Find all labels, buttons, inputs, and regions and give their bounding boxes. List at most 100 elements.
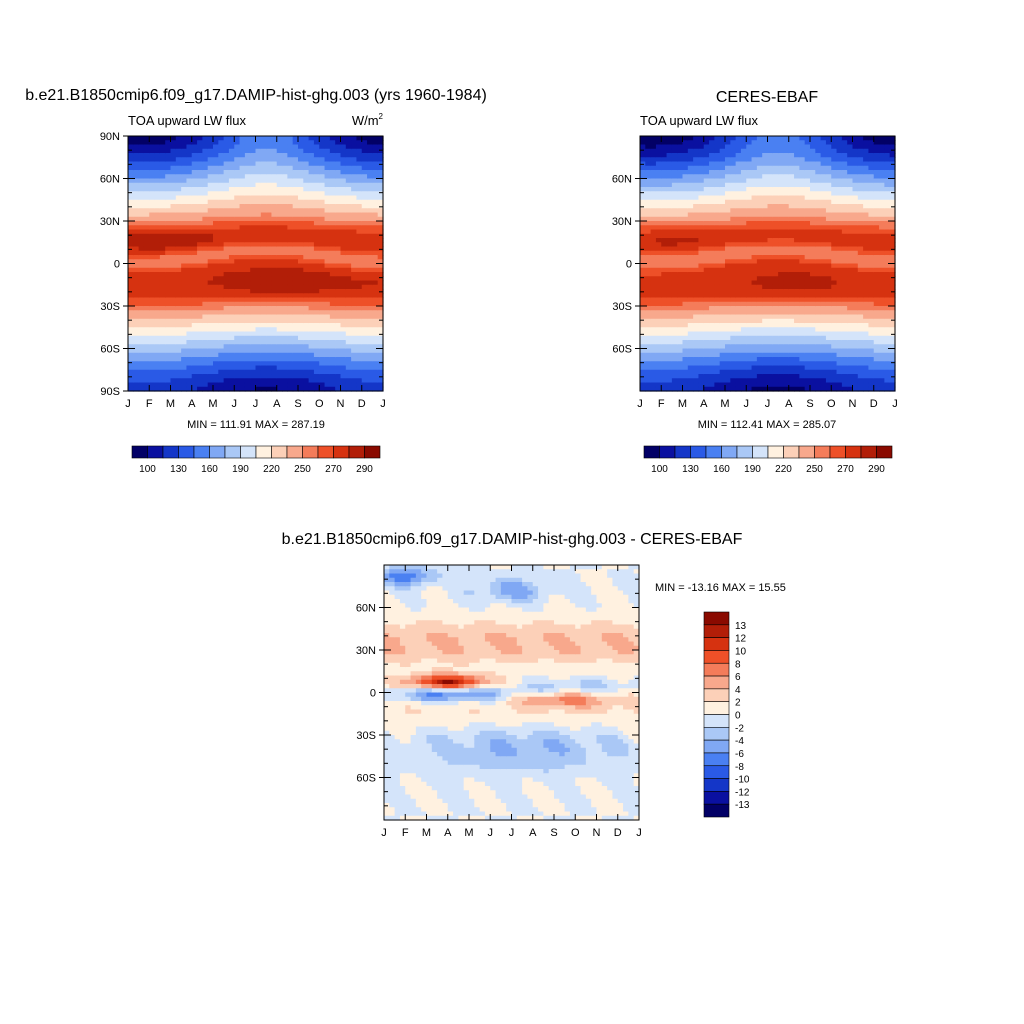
obs-field-cell	[783, 289, 790, 294]
obs-field-cell	[751, 386, 758, 392]
model-field-cell	[292, 357, 299, 362]
obs-field-cell	[778, 306, 785, 311]
model-field-cell	[149, 272, 156, 277]
obs-field-cell	[783, 178, 790, 184]
model-field-cell	[292, 174, 299, 180]
model-field-cell	[372, 386, 379, 392]
model-field-cell	[213, 361, 219, 367]
model-field-cell	[133, 182, 140, 188]
obs-field-cell	[703, 280, 710, 286]
model-field-cell	[250, 378, 257, 384]
obs-field-cell	[666, 314, 673, 320]
model-field-cell	[340, 352, 347, 358]
model-field-cell	[133, 297, 140, 303]
obs-field-cell	[693, 335, 700, 341]
model-field-cell	[282, 357, 288, 362]
model-field-cell	[234, 306, 241, 311]
obs-field-cell	[751, 178, 758, 184]
obs-field-cell	[756, 331, 763, 337]
obs-field-cell	[740, 374, 747, 379]
obs-field-cell	[740, 348, 747, 354]
obs-field-cell	[794, 242, 800, 248]
model-field-cell	[250, 182, 257, 188]
obs-field-cell	[714, 267, 721, 273]
obs-field-cell	[719, 293, 726, 299]
model-field-cell	[319, 259, 326, 265]
model-field-cell	[138, 306, 145, 311]
model-field-cell	[197, 357, 203, 362]
obs-field-cell	[772, 255, 779, 260]
model-field-cell	[181, 221, 188, 226]
obs-field-cell	[762, 284, 769, 290]
obs-field-cell	[693, 314, 700, 320]
obs-field-cell	[788, 361, 795, 367]
obs-field-cell	[703, 229, 710, 235]
obs-field-cell	[794, 327, 800, 333]
obs-field-cell	[799, 369, 806, 375]
obs-field-cell	[671, 378, 678, 384]
model-field-cell	[356, 208, 363, 214]
model-field-cell	[345, 229, 352, 235]
obs-field-cell	[788, 225, 795, 231]
obs-field-cell	[735, 191, 742, 197]
model-field-cell	[202, 259, 209, 265]
model-field-cell	[324, 374, 331, 379]
model-field-cell	[239, 208, 246, 214]
model-field-cell	[234, 136, 241, 141]
model-field-cell	[287, 386, 294, 392]
model-field-cell	[303, 352, 310, 358]
obs-field-cell	[783, 293, 790, 299]
model-field-cell	[287, 348, 294, 354]
model-field-cell	[143, 386, 150, 392]
model-field-cell	[372, 204, 379, 209]
model-field-cell	[191, 310, 198, 316]
obs-field-cell	[655, 212, 662, 218]
model-field-cell	[244, 318, 251, 324]
model-field-cell	[313, 318, 320, 324]
obs-field-cell	[719, 335, 726, 341]
model-field-cell	[234, 348, 241, 354]
obs-field-cell	[746, 212, 753, 218]
model-field-cell	[154, 187, 161, 192]
obs-field-cell	[772, 140, 779, 146]
model-field-cell	[218, 238, 225, 243]
obs-field-cell	[640, 323, 646, 328]
obs-field-cell	[783, 208, 790, 214]
model-field-cell	[298, 195, 304, 201]
obs-field-cell	[730, 280, 737, 286]
model-field-cell	[234, 187, 241, 192]
model-field-cell	[234, 280, 241, 286]
obs-field-cell	[709, 229, 715, 235]
obs-field-cell	[735, 369, 742, 375]
model-field-cell	[329, 335, 336, 341]
model-field-cell	[175, 327, 182, 333]
model-field-cell	[170, 233, 177, 239]
model-field-cell	[361, 284, 368, 290]
obs-field-cell	[794, 182, 800, 188]
model-field-cell	[377, 386, 384, 392]
model-field-cell	[250, 352, 257, 358]
obs-field-cell	[804, 318, 811, 324]
obs-field-cell	[740, 297, 747, 303]
obs-field-cell	[719, 344, 726, 350]
obs-field-cell	[730, 272, 737, 277]
obs-field-cell	[762, 221, 769, 226]
model-field-cell	[340, 263, 347, 269]
obs-field-cell	[767, 174, 774, 180]
model-field-cell	[239, 386, 246, 392]
obs-field-cell	[746, 340, 753, 345]
obs-field-cell	[772, 289, 779, 294]
model-field-cell	[260, 157, 267, 163]
model-field-cell	[250, 369, 257, 375]
model-field-cell	[234, 259, 241, 265]
obs-field-cell	[783, 144, 790, 150]
model-field-cell	[351, 144, 358, 150]
model-field-cell	[149, 365, 156, 371]
obs-field-cell	[767, 310, 774, 316]
obs-field-cell	[772, 361, 779, 367]
obs-field-cell	[661, 182, 668, 188]
model-field-cell	[367, 284, 373, 290]
model-field-cell	[213, 276, 219, 282]
obs-field-cell	[677, 382, 684, 388]
obs-field-cell	[687, 136, 694, 141]
